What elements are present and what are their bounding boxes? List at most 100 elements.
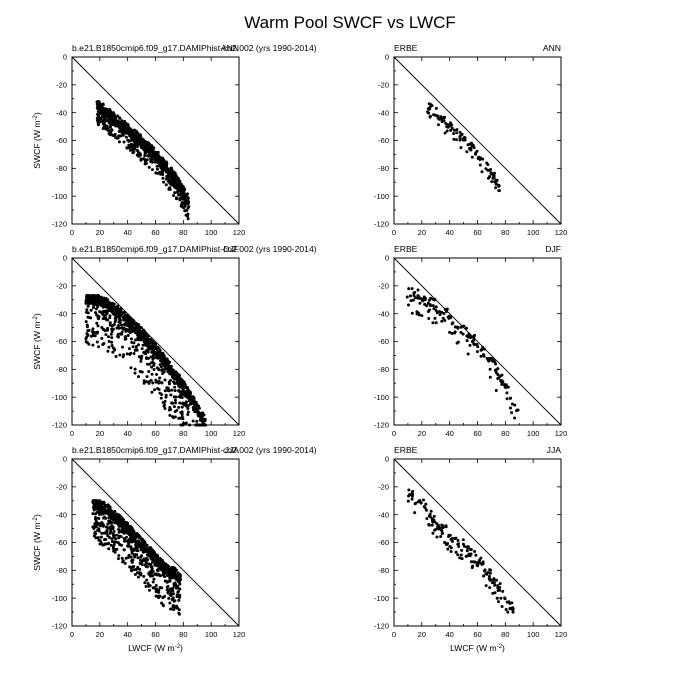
panel-season-label: DJF bbox=[223, 244, 239, 254]
data-point bbox=[87, 328, 91, 332]
y-tick-label: 0 bbox=[385, 53, 389, 62]
data-point bbox=[126, 125, 130, 129]
data-point bbox=[164, 183, 168, 187]
y-tick-label: -40 bbox=[378, 309, 389, 318]
data-point bbox=[422, 505, 426, 509]
data-point bbox=[161, 596, 165, 600]
data-point bbox=[181, 380, 185, 384]
data-point bbox=[117, 326, 121, 330]
data-point bbox=[113, 312, 117, 316]
data-point bbox=[113, 515, 117, 519]
data-point bbox=[448, 545, 452, 549]
data-point bbox=[158, 376, 162, 380]
data-point bbox=[176, 177, 180, 181]
data-point bbox=[466, 545, 470, 549]
data-point bbox=[184, 400, 188, 404]
data-point bbox=[133, 367, 137, 371]
data-point bbox=[122, 536, 126, 540]
one-to-one-line bbox=[393, 257, 562, 426]
data-point bbox=[132, 568, 136, 572]
data-point bbox=[168, 572, 172, 576]
data-point bbox=[171, 597, 175, 601]
data-point bbox=[472, 338, 476, 342]
data-point bbox=[479, 354, 483, 358]
data-point bbox=[118, 315, 122, 319]
data-point bbox=[107, 345, 111, 349]
data-point bbox=[132, 564, 136, 568]
data-point bbox=[116, 557, 120, 561]
data-point bbox=[133, 371, 137, 375]
data-point bbox=[104, 127, 108, 131]
data-point bbox=[455, 128, 459, 132]
data-point bbox=[501, 589, 505, 593]
data-point bbox=[118, 353, 122, 357]
data-point bbox=[436, 123, 440, 127]
data-point bbox=[113, 316, 117, 320]
data-point bbox=[485, 572, 489, 576]
data-point bbox=[141, 138, 145, 142]
data-point bbox=[168, 188, 172, 192]
data-point bbox=[124, 535, 128, 539]
data-point bbox=[144, 548, 148, 552]
data-point bbox=[427, 102, 431, 106]
data-point bbox=[474, 553, 478, 557]
data-point bbox=[508, 601, 512, 605]
data-point bbox=[86, 315, 90, 319]
data-point bbox=[173, 389, 177, 393]
data-point bbox=[112, 529, 116, 533]
data-point bbox=[440, 319, 444, 323]
data-point bbox=[438, 310, 441, 314]
x-tick-label: 20 bbox=[418, 429, 426, 438]
x-tick-label: 100 bbox=[205, 630, 218, 639]
data-point bbox=[480, 170, 484, 174]
data-point bbox=[432, 113, 436, 117]
data-point bbox=[432, 307, 436, 311]
data-point bbox=[503, 597, 507, 601]
data-point bbox=[154, 583, 158, 587]
data-point bbox=[469, 335, 473, 339]
data-point bbox=[101, 303, 105, 307]
data-point bbox=[200, 417, 204, 421]
data-point bbox=[161, 603, 165, 607]
data-point bbox=[149, 147, 153, 151]
x-tick-label: 20 bbox=[418, 630, 426, 639]
data-point bbox=[144, 564, 148, 568]
data-point bbox=[504, 607, 508, 611]
x-tick-label: 20 bbox=[418, 228, 426, 237]
data-point bbox=[185, 386, 189, 390]
data-point bbox=[89, 308, 93, 312]
data-point bbox=[125, 146, 129, 150]
data-point bbox=[93, 517, 97, 521]
y-axis-label: SWCF (W m-2) bbox=[32, 313, 42, 370]
data-point bbox=[101, 543, 105, 547]
y-tick-label: -60 bbox=[378, 136, 389, 145]
data-point bbox=[489, 167, 493, 171]
data-point bbox=[110, 511, 114, 515]
y-tick-label: 0 bbox=[63, 53, 67, 62]
x-tick-label: 80 bbox=[501, 630, 509, 639]
data-point bbox=[151, 586, 155, 590]
data-point bbox=[475, 149, 479, 153]
data-point bbox=[136, 136, 140, 140]
data-point bbox=[108, 112, 112, 116]
data-point bbox=[149, 574, 153, 578]
data-point bbox=[104, 296, 108, 300]
data-point bbox=[111, 545, 115, 549]
data-point bbox=[188, 392, 192, 396]
data-point bbox=[412, 291, 416, 295]
data-point bbox=[127, 537, 131, 541]
data-point bbox=[97, 123, 100, 127]
data-point bbox=[452, 137, 456, 141]
data-point bbox=[166, 359, 170, 363]
data-point bbox=[153, 160, 157, 164]
data-point bbox=[506, 385, 510, 389]
data-point bbox=[167, 596, 171, 600]
data-point bbox=[138, 134, 142, 138]
data-point bbox=[163, 389, 167, 393]
x-tick-label: 100 bbox=[527, 630, 540, 639]
data-point bbox=[99, 535, 103, 539]
data-point bbox=[429, 296, 433, 300]
data-point bbox=[102, 506, 106, 510]
y-tick-label: -100 bbox=[374, 393, 389, 402]
data-point bbox=[510, 402, 514, 406]
